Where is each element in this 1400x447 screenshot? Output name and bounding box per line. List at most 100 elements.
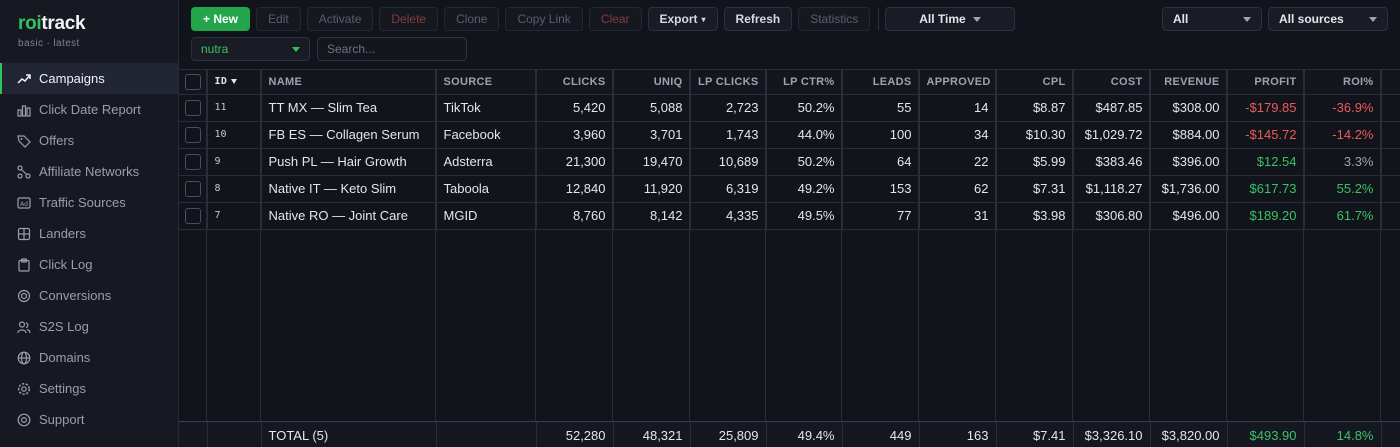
clear-button[interactable]: Clear: [588, 7, 642, 31]
header-profit[interactable]: PROFIT: [1227, 70, 1305, 95]
cell-roi: -36.9%: [1304, 94, 1382, 122]
trend-up-icon: [17, 72, 31, 86]
group-filter-select[interactable]: nutra: [191, 37, 310, 61]
new-button[interactable]: + New: [191, 7, 251, 31]
source-filter-select[interactable]: All sources: [1268, 7, 1388, 31]
sidebar-item-support[interactable]: Support: [0, 404, 178, 435]
totals-label: TOTAL (5): [261, 422, 437, 447]
copy-link-button[interactable]: Copy Link: [505, 7, 583, 31]
table-header-row: ID NAME SOURCE CLICKS UNIQ LP CLICKS LP …: [179, 70, 1400, 95]
sidebar-item-label: Affiliate Networks: [39, 164, 140, 179]
header-cpl[interactable]: CPL: [996, 70, 1074, 95]
cell-roi: 3.3%: [1304, 148, 1382, 176]
cell-name[interactable]: FB ES — Collagen Serum: [261, 121, 437, 149]
search-input[interactable]: [317, 37, 467, 61]
sidebar-item-landers[interactable]: Landers: [0, 218, 178, 249]
row-checkbox[interactable]: [184, 99, 201, 116]
brand-logo[interactable]: roitrack: [18, 13, 86, 34]
table-row[interactable]: 10 FB ES — Collagen Serum Facebook 3,960 3,7…: [179, 121, 1400, 149]
sidebar-item-label: Campaigns: [39, 71, 105, 86]
sidebar-item-click-date-report[interactable]: Click Date Report: [0, 94, 178, 125]
sidebar-item-label: Offers: [39, 133, 75, 148]
cell-lp-ctr: 49.2%: [766, 175, 843, 203]
activate-button[interactable]: Activate: [306, 7, 374, 31]
date-range-select[interactable]: All Time: [885, 7, 1015, 31]
header-leads[interactable]: LEADS: [842, 70, 920, 95]
clone-button[interactable]: Clone: [444, 7, 500, 31]
header-lp-ctr[interactable]: LP CTR%: [766, 70, 843, 95]
delete-button[interactable]: Delete: [379, 7, 439, 31]
header-roi[interactable]: ROI%: [1304, 70, 1382, 95]
header-clicks[interactable]: CLICKS: [536, 70, 614, 95]
export-button[interactable]: Export ▾: [647, 7, 718, 31]
row-checkbox-cell: [179, 148, 208, 176]
cell-cost: $1,029.72: [1073, 121, 1151, 149]
select-all-header: [179, 70, 208, 95]
refresh-button[interactable]: Refresh: [723, 7, 793, 31]
cell-clicks: 3,960: [536, 121, 614, 149]
header-id[interactable]: ID: [207, 70, 262, 95]
cell-roi: 55.2%: [1304, 175, 1382, 203]
sidebar-item-s2s-log[interactable]: S2S Log: [0, 311, 178, 342]
sidebar-item-campaigns[interactable]: Campaigns: [0, 63, 178, 94]
campaigns-grid: ID NAME SOURCE CLICKS UNIQ LP CLICKS LP …: [179, 70, 1400, 230]
row-checkbox[interactable]: [184, 153, 201, 170]
tag-icon: [17, 134, 31, 148]
export-caret-icon: ▾: [701, 14, 706, 24]
edit-button[interactable]: Edit: [256, 7, 301, 31]
sidebar-item-label: Click Date Report: [39, 102, 141, 117]
row-checkbox[interactable]: [184, 126, 201, 143]
sidebar-item-settings[interactable]: Settings: [0, 373, 178, 404]
cell-name[interactable]: Native IT — Keto Slim: [261, 175, 437, 203]
table-row[interactable]: 11 TT MX — Slim Tea TikTok 5,420 5,088 2,723 5…: [179, 94, 1400, 122]
cell-leads: 55: [842, 94, 920, 122]
sidebar-item-offers[interactable]: Offers: [0, 125, 178, 156]
totals-id-cell: [207, 422, 262, 447]
cell-profit: $12.54: [1227, 148, 1305, 176]
header-name[interactable]: NAME: [261, 70, 437, 95]
totals-revenue: $3,820.00: [1150, 422, 1228, 447]
sidebar-item-domains[interactable]: Domains: [0, 342, 178, 373]
chevron-down-icon: [972, 16, 981, 22]
status-filter-select[interactable]: All: [1162, 7, 1262, 31]
cell-clicks: 12,840: [536, 175, 614, 203]
clipboard-icon: [17, 257, 31, 272]
cell-approved: 34: [919, 121, 997, 149]
cell-name[interactable]: Native RO — Joint Care: [261, 202, 437, 230]
cell-roi: 61.7%: [1304, 202, 1382, 230]
cell-spacer: [1381, 148, 1400, 176]
statistics-button[interactable]: Statistics: [798, 7, 871, 31]
cell-leads: 153: [842, 175, 920, 203]
cell-cost: $306.80: [1073, 202, 1151, 230]
sidebar-item-affiliate-networks[interactable]: Affiliate Networks: [0, 156, 178, 187]
sidebar-nav: Campaigns Click Date Report Offers Affiliat…: [0, 63, 178, 435]
totals-source-cell: [436, 422, 537, 447]
row-checkbox[interactable]: [184, 180, 201, 197]
cell-lp-clicks: 4,335: [690, 202, 767, 230]
cell-id: 11: [207, 94, 262, 122]
cell-source: Facebook: [436, 121, 537, 149]
header-revenue[interactable]: REVENUE: [1150, 70, 1228, 95]
header-approved[interactable]: APPROVED: [919, 70, 997, 95]
globe-icon: [17, 351, 31, 365]
header-uniq[interactable]: UNIQ: [613, 70, 691, 95]
table-row[interactable]: 7 Native RO — Joint Care MGID 8,760 8,142 4,3…: [179, 202, 1400, 230]
sidebar: roitrack basic · latest Campaigns Click D…: [0, 0, 179, 447]
cell-revenue: $496.00: [1150, 202, 1228, 230]
sidebar-item-click-log[interactable]: Click Log: [0, 249, 178, 280]
totals-leads: 449: [842, 422, 920, 447]
header-lp-clicks[interactable]: LP CLICKS: [690, 70, 767, 95]
sidebar-item-conversions[interactable]: Conversions: [0, 280, 178, 311]
table-row[interactable]: 9 Push PL — Hair Growth Adsterra 21,300 19,4…: [179, 148, 1400, 176]
sidebar-item-traffic-sources[interactable]: Ad Traffic Sources: [0, 187, 178, 218]
table-row[interactable]: 8 Native IT — Keto Slim Taboola 12,840 11,92…: [179, 175, 1400, 203]
cell-name[interactable]: Push PL — Hair Growth: [261, 148, 437, 176]
sidebar-item-label: Landers: [39, 226, 86, 241]
cell-name[interactable]: TT MX — Slim Tea: [261, 94, 437, 122]
select-all-checkbox[interactable]: [184, 73, 201, 90]
header-cost[interactable]: COST: [1073, 70, 1151, 95]
sidebar-item-label: Settings: [39, 381, 86, 396]
totals-approved: 163: [919, 422, 997, 447]
row-checkbox[interactable]: [184, 207, 201, 224]
header-source[interactable]: SOURCE: [436, 70, 537, 95]
